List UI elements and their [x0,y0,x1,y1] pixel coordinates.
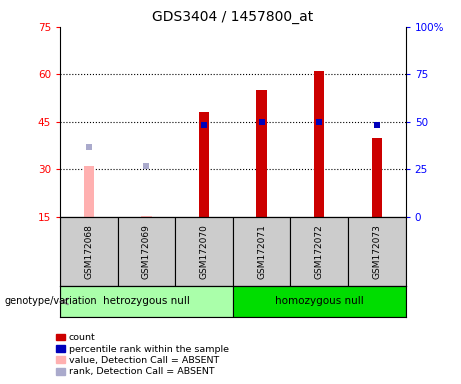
Bar [60,286,233,317]
Title: GDS3404 / 1457800_at: GDS3404 / 1457800_at [152,10,313,25]
Legend: count, percentile rank within the sample, value, Detection Call = ABSENT, rank, : count, percentile rank within the sample… [55,333,230,377]
Text: hetrozygous null: hetrozygous null [103,296,190,306]
Bar [141,216,152,217]
Text: genotype/variation: genotype/variation [5,296,97,306]
Bar [199,113,209,217]
Bar [233,286,406,317]
Bar [290,217,348,286]
Bar [118,217,175,286]
Text: GSM172069: GSM172069 [142,224,151,279]
Text: GSM172068: GSM172068 [84,224,93,279]
Bar [372,138,382,217]
Bar [314,71,325,217]
Bar [348,217,406,286]
Bar [256,90,267,217]
Text: GSM172072: GSM172072 [315,224,324,279]
Text: GSM172070: GSM172070 [200,224,208,279]
Text: homozygous null: homozygous null [275,296,364,306]
Bar [233,217,290,286]
Bar [175,217,233,286]
Text: GSM172071: GSM172071 [257,224,266,279]
Bar [60,217,118,286]
Text: GSM172073: GSM172073 [372,224,381,279]
Bar [83,166,94,217]
